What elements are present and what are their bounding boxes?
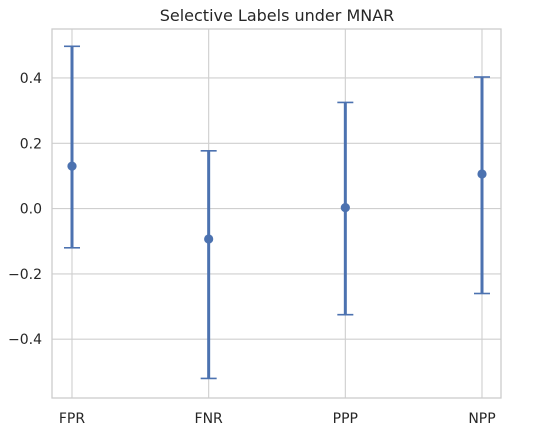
data-point <box>477 169 487 179</box>
data-points <box>67 161 487 244</box>
x-axis-ticks: FPR FNR PPP NPP <box>59 411 496 427</box>
plot-frame <box>51 28 502 399</box>
x-tick-label: PPP <box>333 411 358 427</box>
y-tick-label: −0.4 <box>8 332 42 348</box>
y-tick-label: 0.0 <box>20 202 42 218</box>
y-tick-label: −0.2 <box>8 267 42 283</box>
y-tick-label: 0.4 <box>20 71 42 87</box>
chart-title: Selective Labels under MNAR <box>160 6 395 25</box>
y-axis-ticks: 0.4 0.2 0.0 −0.2 −0.4 <box>8 71 42 348</box>
y-tick-label: 0.2 <box>20 136 42 152</box>
error-bars <box>64 45 490 380</box>
data-point <box>67 161 77 171</box>
data-point <box>340 203 350 213</box>
x-tick-label: NPP <box>468 411 495 427</box>
x-tick-label: FNR <box>195 411 224 427</box>
data-point <box>204 234 214 244</box>
x-tick-label: FPR <box>59 411 85 427</box>
